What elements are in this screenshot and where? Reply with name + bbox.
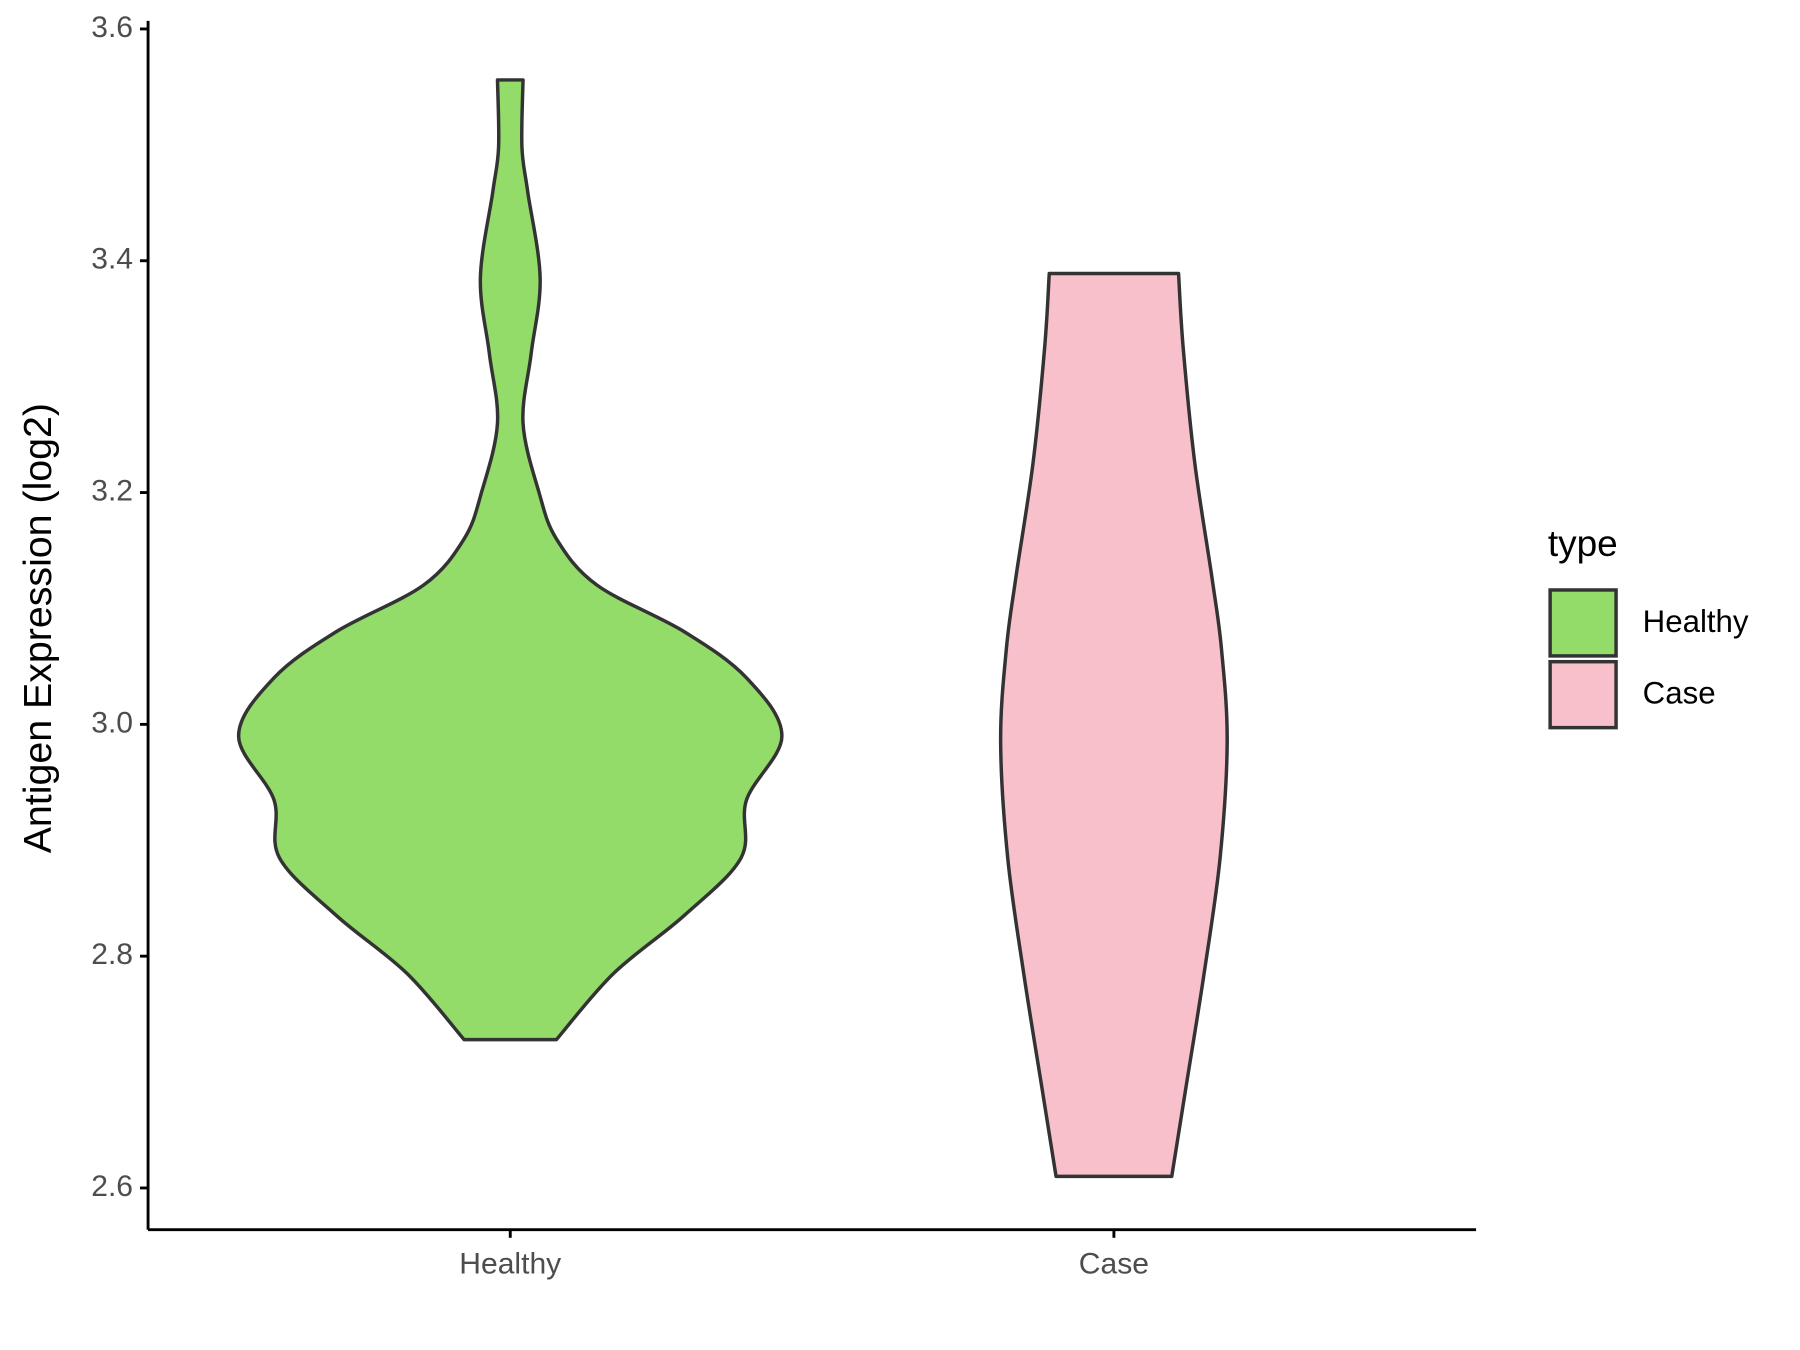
x-tick-label: Healthy (459, 1247, 561, 1280)
y-tick-label: 3.2 (91, 474, 133, 507)
legend-key (1548, 588, 1618, 658)
y-tick-label: 3.0 (91, 706, 133, 739)
violin (998, 271, 1229, 1179)
legend-key (1548, 659, 1618, 730)
legend-label: Healthy (1643, 604, 1749, 639)
legend-label: Case (1643, 675, 1716, 710)
y-tick-label: 3.6 (91, 11, 133, 44)
legend-title: type (1548, 522, 1618, 564)
y-tick-label: 2.8 (91, 938, 133, 971)
violin (236, 78, 784, 1042)
y-tick-label: 2.6 (91, 1170, 133, 1203)
x-tick-label: Case (1079, 1247, 1149, 1280)
y-axis-label: Antigen Expression (log2) (16, 403, 60, 853)
y-tick-label: 3.4 (91, 243, 133, 276)
